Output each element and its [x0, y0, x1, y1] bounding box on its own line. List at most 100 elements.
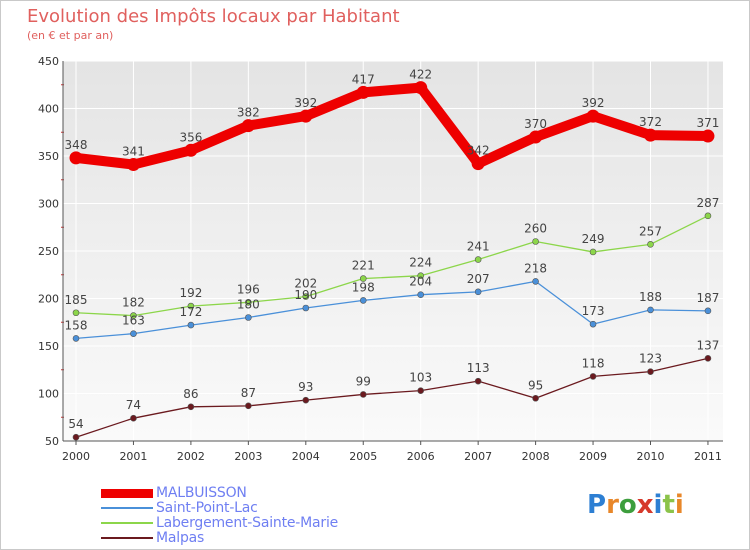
data-label: 257 — [639, 224, 662, 238]
data-label: 182 — [122, 296, 145, 310]
data-point — [245, 314, 252, 321]
y-tick-label: 300 — [38, 198, 59, 211]
data-label: 74 — [126, 398, 141, 412]
x-tick-label: 2001 — [119, 450, 147, 463]
data-point — [647, 306, 654, 314]
legend-swatch — [101, 537, 153, 539]
data-label: 196 — [237, 282, 260, 296]
x-tick-label: 2011 — [694, 450, 722, 463]
y-tick-label: 350 — [38, 150, 59, 163]
data-point — [417, 387, 425, 394]
data-label: 103 — [409, 371, 432, 385]
data-label: 180 — [237, 298, 260, 312]
data-point — [474, 256, 482, 263]
data-label: 87 — [241, 386, 256, 400]
data-point — [302, 396, 310, 404]
data-point — [187, 321, 195, 329]
data-label: 249 — [582, 232, 605, 246]
series-layer — [69, 81, 715, 441]
y-tick-label: 450 — [38, 55, 59, 68]
data-point — [529, 130, 543, 144]
data-label: 202 — [294, 277, 317, 291]
data-point — [474, 377, 482, 385]
series-line-malpas — [75, 357, 709, 438]
y-tick-label: 200 — [38, 293, 59, 306]
x-tick-label: 2009 — [579, 450, 607, 463]
data-label: 224 — [409, 256, 432, 270]
data-point — [130, 414, 137, 422]
x-tick-label: 2008 — [522, 450, 550, 463]
data-label: 113 — [467, 361, 490, 375]
data-label: 190 — [294, 288, 317, 302]
data-label: 372 — [639, 115, 662, 129]
data-point — [644, 128, 657, 142]
axes: 50 100 150 200 250 300 350 400 450 2000 2001 2002 20… — [38, 55, 723, 463]
data-label: 348 — [65, 138, 88, 152]
data-point — [184, 143, 198, 157]
data-point — [359, 275, 367, 282]
data-label: 422 — [409, 68, 432, 82]
data-point — [302, 293, 310, 300]
data-point — [245, 402, 252, 410]
data-label: 221 — [352, 259, 375, 273]
y-tick-label: 250 — [38, 245, 59, 258]
legend-label: Saint-Point-Lac — [156, 500, 258, 516]
data-point — [130, 330, 137, 337]
data-point — [299, 109, 313, 123]
brand-logo: Proxiti — [587, 490, 684, 520]
data-point — [417, 291, 425, 299]
data-label: 137 — [696, 338, 719, 352]
series-line-malbuisson — [71, 82, 713, 170]
x-tick-label: 2007 — [464, 450, 492, 463]
data-point — [72, 335, 80, 342]
data-point — [474, 288, 482, 296]
data-point — [187, 302, 195, 310]
data-point — [414, 81, 428, 95]
data-label: 93 — [298, 380, 313, 394]
data-label: 185 — [65, 293, 88, 307]
y-tick-label: 400 — [38, 103, 59, 116]
data-label: 218 — [524, 261, 547, 275]
data-label: 192 — [179, 286, 202, 300]
data-label: 356 — [179, 130, 202, 144]
data-label: 204 — [409, 275, 432, 289]
y-tick-label: 150 — [38, 340, 59, 353]
data-label: 123 — [639, 352, 662, 366]
data-label: 187 — [696, 291, 719, 305]
data-label: 158 — [65, 318, 88, 332]
data-point — [241, 119, 255, 133]
data-label: 287 — [696, 196, 719, 210]
data-point — [532, 394, 539, 402]
data-point — [302, 304, 310, 312]
legend-swatch — [101, 507, 153, 509]
x-tick-label: 2010 — [637, 450, 665, 463]
data-label: 163 — [122, 314, 145, 328]
data-label: 371 — [696, 116, 719, 130]
data-label: 172 — [179, 305, 202, 319]
y-tick-label: 50 — [45, 435, 59, 448]
series-line-saint-point-lac — [75, 280, 709, 340]
data-point — [701, 129, 715, 143]
data-labels: 54 74 86 87 93 99 103 113 95 118 123 137 185 182 192 19… — [65, 68, 720, 432]
data-point — [72, 433, 80, 441]
legend-swatch — [101, 488, 153, 498]
data-label: 54 — [68, 417, 83, 431]
data-label: 382 — [237, 106, 260, 120]
data-point — [704, 307, 712, 315]
data-label: 341 — [122, 145, 145, 159]
data-label: 86 — [183, 387, 198, 401]
data-point — [532, 238, 539, 245]
data-point — [359, 297, 367, 304]
data-point — [245, 298, 252, 306]
chart-subtitle: (en € et par an) — [27, 29, 114, 42]
data-point — [589, 373, 597, 380]
data-point — [72, 309, 80, 317]
data-point — [586, 109, 600, 123]
data-label: 198 — [352, 280, 375, 294]
data-point — [647, 241, 654, 248]
data-point — [69, 151, 83, 165]
x-tick-label: 2000 — [62, 450, 90, 463]
data-point — [532, 278, 539, 285]
data-point — [647, 368, 654, 375]
